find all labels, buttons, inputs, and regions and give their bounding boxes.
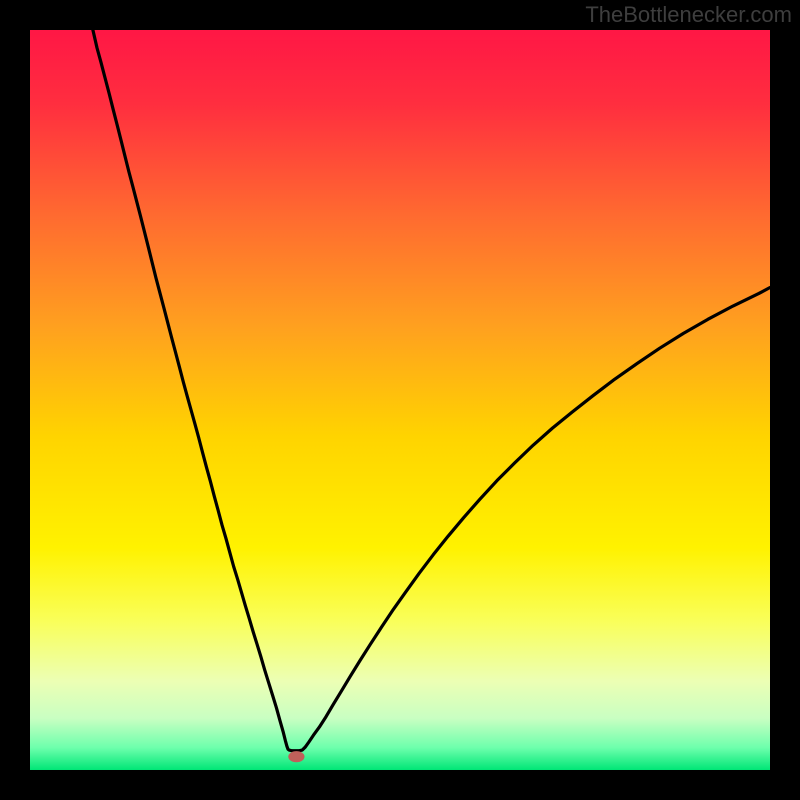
watermark-text: TheBottlenecker.com bbox=[585, 2, 792, 28]
bottleneck-chart: TheBottlenecker.com bbox=[0, 0, 800, 800]
chart-plot-background bbox=[30, 30, 770, 770]
bottleneck-marker bbox=[288, 751, 304, 762]
chart-svg bbox=[0, 0, 800, 800]
